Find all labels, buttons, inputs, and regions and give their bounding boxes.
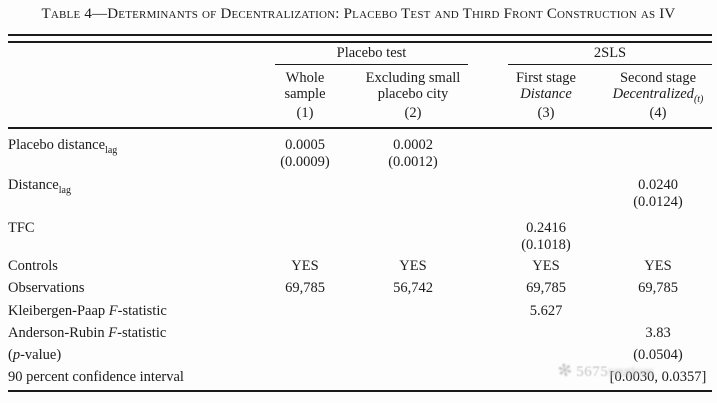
table-row: Distancelag 0.0240 [0, 177, 717, 195]
table-cell: (0.0504) [633, 347, 683, 363]
column-header-2: Excluding small placebo city (2) [350, 70, 476, 121]
spanner-2sls: 2SLS [508, 45, 712, 65]
table-row: Observations 69,785 56,742 69,785 69,785 [0, 280, 717, 298]
row-label: Distancelag [8, 177, 71, 196]
row-label: 90 percent confidence interval [8, 369, 184, 385]
row-label: Kleibergen-Paap F-statistic [8, 303, 167, 319]
spanner-placebo-test: Placebo test [275, 45, 468, 65]
column-number: (4) [649, 105, 667, 121]
row-label: Controls [8, 258, 58, 274]
table-cell: YES [291, 258, 319, 274]
column-header-line2: sample [284, 86, 326, 102]
table-cell: 0.0240 [638, 177, 678, 193]
table-row: (p-value) (0.0504) [0, 347, 717, 365]
row-label: TFC [8, 220, 35, 236]
table-row-se: (0.0124) [0, 194, 717, 212]
column-number: (2) [404, 105, 422, 121]
column-number: (3) [537, 105, 555, 121]
column-number: (1) [296, 105, 314, 121]
column-header-line1: First stage [515, 70, 576, 86]
table-row: Controls YES YES YES YES [0, 258, 717, 276]
column-header-4: Second stage Decentralized(t) (4) [598, 70, 717, 121]
header-rule [8, 127, 712, 129]
table-row: 90 percent confidence interval [0.0030, … [0, 369, 717, 387]
table-cell: 69,785 [638, 280, 678, 296]
top-double-rule [8, 34, 712, 43]
column-header-line2: placebo city [377, 86, 449, 102]
table-cell: [0.0030, 0.0357] [609, 369, 707, 385]
table-cell: 0.0002 [393, 137, 433, 153]
table-cell: (0.0009) [280, 154, 330, 170]
table-row-se: (0.0009) (0.0012) [0, 154, 717, 172]
row-label: (p-value) [8, 347, 62, 363]
table-cell: YES [532, 258, 560, 274]
table-cell: (0.0124) [633, 194, 683, 210]
table-row: Anderson-Rubin F-statistic 3.83 [0, 325, 717, 343]
column-header-line1: Second stage [619, 70, 697, 86]
column-header-line2: Distance [520, 86, 572, 102]
table-cell: YES [399, 258, 427, 274]
table-row: TFC 0.2416 [0, 220, 717, 238]
row-label: Observations [8, 280, 85, 296]
table-title: Table 4—Determinants of Decentralization… [41, 6, 676, 22]
column-header-3: First stage Distance (3) [488, 70, 604, 121]
table-cell: 69,785 [526, 280, 566, 296]
table-cell: 5.627 [529, 303, 563, 319]
row-label: Anderson-Rubin F-statistic [8, 325, 167, 341]
table-cell: (0.0012) [388, 154, 438, 170]
table-row-se: (0.1018) [0, 237, 717, 255]
table-row: Placebo distancelag 0.0005 0.0002 [0, 137, 717, 155]
bottom-rule [8, 390, 712, 392]
column-header-line1: Whole [285, 70, 325, 86]
row-label: Placebo distancelag [8, 137, 118, 156]
table-cell: 3.83 [645, 325, 671, 341]
column-header-line2: Decentralized(t) [612, 86, 704, 105]
table-cell: YES [644, 258, 672, 274]
table-row: Kleibergen-Paap F-statistic 5.627 [0, 303, 717, 321]
table-cell: 56,742 [393, 280, 433, 296]
table-cell: 0.2416 [526, 220, 566, 236]
table-cell: 0.0005 [285, 137, 325, 153]
table-cell: 69,785 [285, 280, 325, 296]
column-header-1: Whole sample (1) [253, 70, 357, 121]
column-header-line1: Excluding small [365, 70, 461, 86]
table-cell: (0.1018) [521, 237, 571, 253]
